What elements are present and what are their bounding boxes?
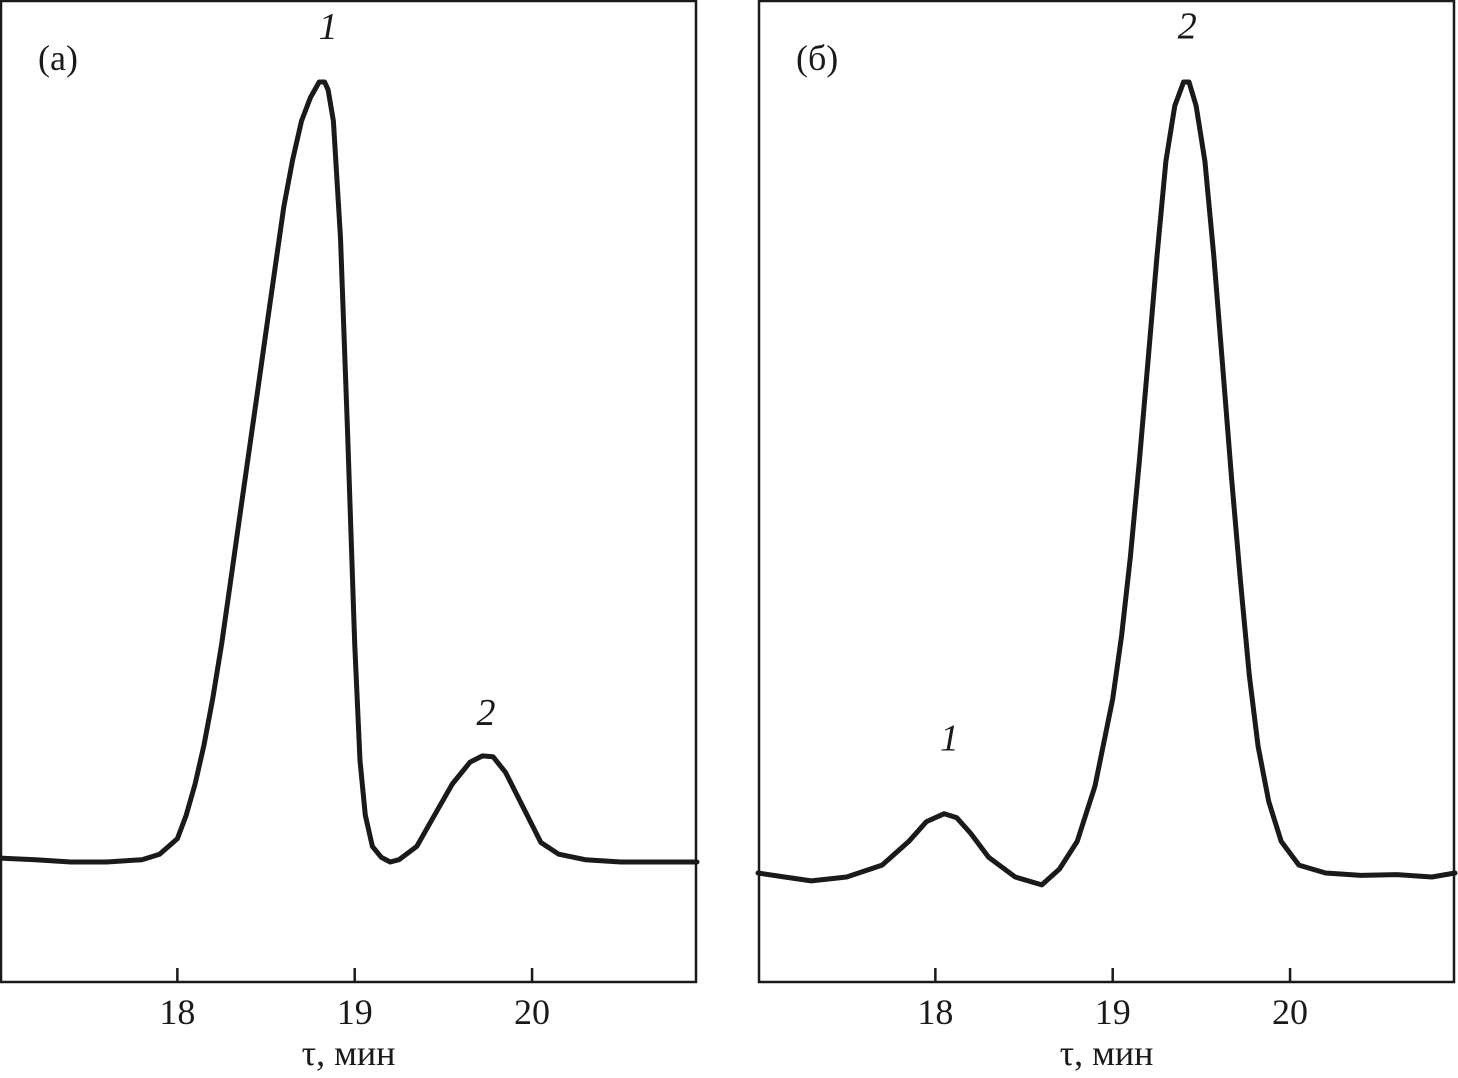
peak-label-2: 2 (476, 692, 495, 734)
x-tick-label: 18 (159, 992, 195, 1032)
x-tick-label: 20 (1272, 992, 1308, 1032)
peak-label-1: 1 (940, 717, 959, 759)
x-tick-label: 18 (917, 992, 953, 1032)
peak-label-2: 2 (1178, 5, 1197, 47)
panel-label: (а) (38, 38, 78, 78)
x-tick-label: 20 (514, 992, 550, 1032)
peak-label-1: 1 (319, 6, 338, 48)
plot-frame (0, 0, 698, 984)
chart-panel-2: 18 19 20 τ, мин (б) 1 2 (755, 0, 1458, 1073)
plot-frame (757, 0, 1456, 984)
x-axis-title: τ, мин (302, 1033, 396, 1073)
series-line-1 (0, 79, 700, 865)
chart-panel-1: 18 19 20 τ, мин (а) 1 2 (0, 0, 700, 1073)
series-line-1 (755, 79, 1458, 888)
x-tick-label: 19 (1095, 992, 1131, 1032)
x-axis-title: τ, мин (1060, 1033, 1154, 1073)
panel-label: (б) (796, 38, 838, 78)
x-tick-label: 19 (337, 992, 373, 1032)
